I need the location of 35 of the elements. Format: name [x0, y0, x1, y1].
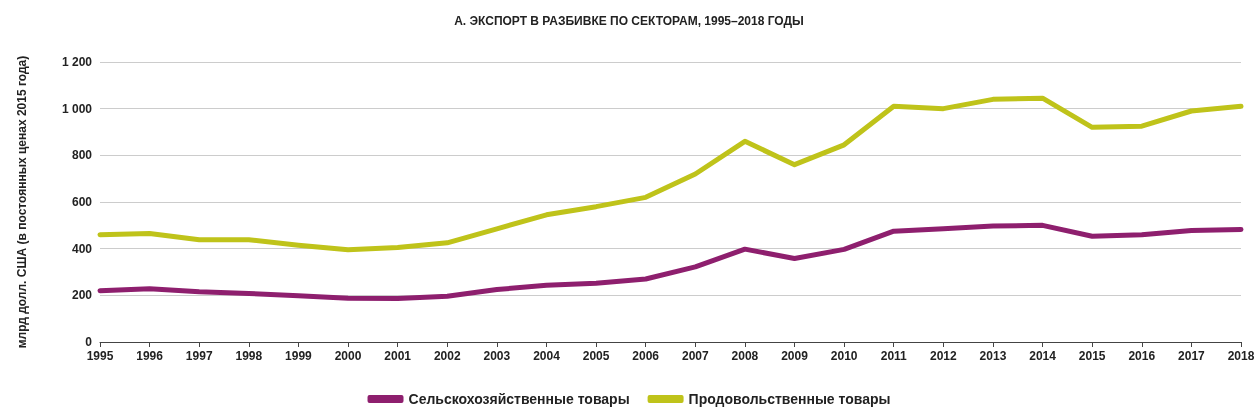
x-tick-label: 1995 [86, 349, 114, 363]
x-tick-label: 2017 [1178, 349, 1206, 363]
x-tick-label: 2014 [1029, 349, 1057, 363]
x-tick-label: 2000 [334, 349, 362, 363]
x-tick-label: 2005 [582, 349, 610, 363]
x-tick-label: 1999 [285, 349, 313, 363]
y-tick-label: 400 [71, 241, 93, 256]
x-tick-label: 2001 [384, 349, 412, 363]
legend-label: Сельскохозяйственные товары [408, 391, 630, 407]
x-tick-label: 1997 [185, 349, 213, 363]
x-tick-label: 2012 [930, 349, 958, 363]
y-tick-label: 600 [71, 195, 93, 209]
x-tick-label: 2004 [533, 349, 561, 363]
x-tick-label: 2015 [1078, 349, 1106, 363]
x-tick-label: 2006 [632, 349, 660, 363]
x-tick-label: 2009 [781, 349, 809, 363]
x-tick-label: 2013 [979, 349, 1007, 363]
x-tick-label: 1998 [235, 349, 263, 363]
y-tick-label: 1 200 [61, 55, 93, 69]
y-tick-label: 1 000 [61, 101, 93, 116]
y-tick-label: 800 [71, 148, 93, 163]
x-tick-label: 2011 [880, 349, 908, 363]
x-tick-label: 2003 [483, 349, 511, 363]
x-tick-label: 2002 [433, 349, 461, 363]
legend-label: Продовольственные товары [688, 391, 891, 407]
y-axis-title: млрд долл. США (в постоянных ценах 2015 года) [15, 55, 29, 349]
y-tick-label: 0 [85, 335, 93, 349]
y-tick-label: 200 [71, 288, 93, 303]
x-tick-label: 2007 [681, 349, 709, 363]
x-tick-label: 2010 [830, 349, 858, 363]
x-tick-label: 2008 [731, 349, 759, 363]
x-tick-label: 2018 [1227, 349, 1255, 363]
chart-title: А. ЭКСПОРТ В РАЗБИВКЕ ПО СЕКТОРАМ, 1995–2018 ГОДЫ [454, 14, 804, 28]
x-tick-label: 2016 [1128, 349, 1156, 363]
x-tick-label: 1996 [136, 349, 164, 363]
